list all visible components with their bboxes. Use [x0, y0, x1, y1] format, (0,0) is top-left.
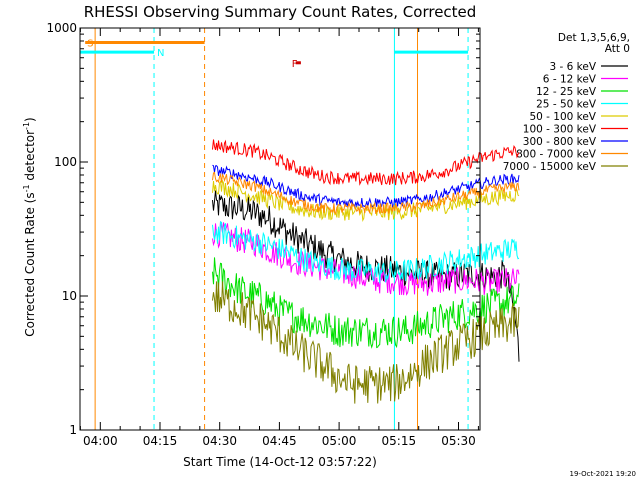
attenuator-state-label: S — [87, 38, 93, 49]
series-line — [212, 221, 520, 284]
series-line — [212, 221, 520, 296]
plot-area: S N F — [79, 28, 520, 430]
legend-title-attenuator: Att 0 — [605, 43, 630, 55]
legend-entry-label: 25 - 50 keV — [536, 99, 597, 111]
legend-entry-label: 12 - 25 keV — [536, 86, 597, 98]
legend-entry-label: 6 - 12 keV — [543, 74, 597, 86]
legend-title: Det 1,3,5,6,9, — [558, 32, 630, 44]
y-tick-label: 1 — [69, 423, 77, 437]
x-tick-label: 04:15 — [143, 434, 178, 448]
night-label: N — [157, 48, 164, 59]
legend-entry-label: 100 - 300 keV — [523, 124, 597, 136]
axes: 1 10 100 1000 04:00 04:15 04:30 04:45 05:00 05:15… — [46, 21, 481, 448]
legend-entry-label: 7000 - 15000 keV — [503, 161, 597, 173]
svg-text:Corrected Count Rate (s-1 dete: Corrected Count Rate (s-1 detector-1) — [22, 117, 37, 336]
legend-entry-label: 300 - 800 keV — [523, 136, 597, 148]
flare-label: F — [292, 59, 298, 70]
legend-entry-label: 800 - 7000 keV — [516, 149, 597, 161]
x-tick-label: 05:30 — [441, 434, 476, 448]
x-tick-label: 04:45 — [262, 434, 297, 448]
chart-title: RHESSI Observing Summary Count Rates, Co… — [84, 3, 477, 21]
series-line — [212, 190, 520, 362]
series-line — [212, 139, 520, 186]
x-tick-label: 05:15 — [382, 434, 417, 448]
y-tick-label: 10 — [62, 289, 77, 303]
legend-entry-label: 50 - 100 keV — [529, 111, 596, 123]
x-tick-label: 05:00 — [322, 434, 357, 448]
footer-timestamp: 19-Oct-2021 19:20 — [570, 470, 636, 478]
legend-entry-label: 3 - 6 keV — [549, 61, 596, 73]
plot-frame — [79, 27, 481, 431]
series-line — [212, 164, 520, 209]
series-line — [212, 281, 520, 404]
x-tick-label: 04:30 — [202, 434, 237, 448]
y-tick-label: 100 — [54, 155, 77, 169]
x-tick-label: 04:00 — [83, 434, 118, 448]
series-line — [212, 171, 520, 215]
x-axis-label: Start Time (14-Oct-12 03:57:22) — [183, 455, 377, 469]
y-axis-label: Corrected Count Rate (s-1 detector-1) — [22, 117, 37, 336]
y-tick-label: 1000 — [46, 21, 77, 35]
